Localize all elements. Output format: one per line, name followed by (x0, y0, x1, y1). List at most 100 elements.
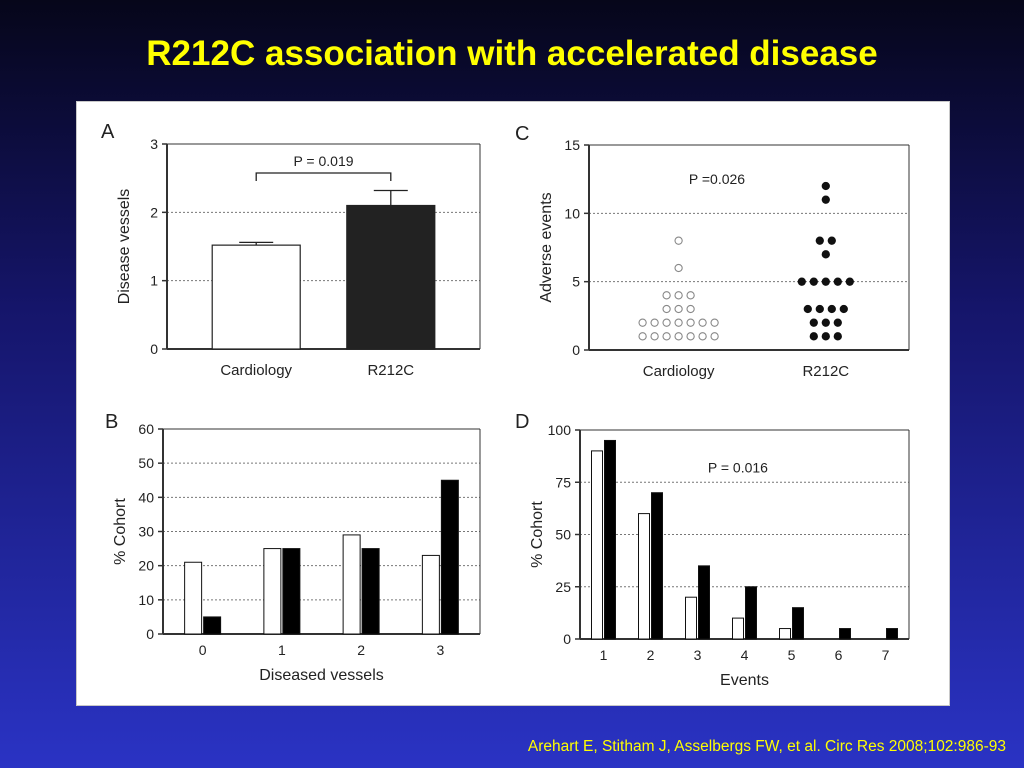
panel-c-point (686, 304, 695, 314)
panel-c-point (674, 263, 683, 273)
panel-b-letter: B (105, 411, 118, 433)
panel-c-point (674, 304, 683, 314)
panel-c-category-label: Cardiology (643, 363, 715, 380)
panel-c-point (839, 304, 848, 314)
panel-a-ytick-label: 1 (150, 273, 158, 289)
figure-svg: A 0 1 2 3 Disease vessels Cardiology R212C P = 0… (101, 121, 910, 689)
panel-d-letter: D (515, 411, 529, 433)
panel-c-point (821, 195, 830, 204)
panel-c-point (797, 277, 806, 286)
panel-b-bar (203, 616, 222, 635)
panel-d-category-label: 4 (741, 647, 749, 663)
panel-b-ytick-label: 40 (138, 489, 154, 505)
panel-c-point (638, 332, 647, 341)
panel-d-ytick-label: 100 (548, 422, 572, 438)
panel-b-bar (342, 534, 361, 635)
panel-d-category-label: 6 (835, 647, 843, 663)
panel-c-category-label: R212C (802, 363, 849, 380)
panel-c-point (698, 332, 707, 341)
panel-c-point (674, 332, 683, 341)
panel-c-ylabel: Adverse events (538, 192, 555, 302)
panel-a-ytick-label: 0 (150, 341, 158, 357)
panel-b-bar (184, 561, 203, 635)
panel-d-xlabel: Events (720, 672, 769, 689)
panel-d-bar (839, 628, 851, 640)
panel-c-ytick-label: 5 (572, 274, 580, 290)
panel-d-bar (792, 607, 804, 640)
panel-b-ytick-label: 20 (138, 558, 154, 574)
panel-c-point (815, 236, 824, 245)
panel-d-ytick-label: 25 (555, 579, 571, 595)
panel-c-point (821, 318, 830, 327)
panel-b-category-label: 1 (278, 642, 286, 658)
panel-c-ytick-label: 15 (564, 137, 580, 153)
panel-a-category-label: R212C (367, 362, 414, 379)
panel-c-annotation: P =0.026 (689, 171, 745, 187)
panel-c-point (686, 318, 695, 327)
panel-d-ylabel: % Cohort (529, 501, 546, 568)
panel-b-category-label: 0 (199, 642, 207, 658)
panel-c-point (650, 318, 659, 327)
panel-b-category-label: 3 (436, 642, 444, 658)
panel-c-point (833, 332, 842, 341)
panel-d-ytick-label: 75 (555, 474, 571, 490)
panel-c-point (833, 277, 842, 286)
panel-c-point (638, 318, 647, 327)
panel-b-ylabel: % Cohort (112, 498, 129, 565)
citation: Arehart E, Stitham J, Asselbergs FW, et … (527, 738, 1006, 755)
panel-a-letter: A (101, 121, 115, 143)
panel-d-annotation: P = 0.016 (708, 460, 768, 476)
panel-c-point (686, 332, 695, 341)
panel-c-point (815, 304, 824, 314)
panel-b-ytick-label: 0 (146, 626, 154, 642)
panel-b-bar (361, 548, 380, 635)
slide-title: R212C association with accelerated disea… (146, 34, 878, 73)
panel-a-ytick-label: 3 (150, 136, 158, 152)
panel-b-bar (282, 548, 301, 635)
panel-c-point (662, 291, 671, 300)
panel-d-category-label: 7 (882, 647, 890, 663)
panel-b-bar (440, 479, 459, 635)
panel-c-point (674, 318, 683, 327)
panel-c-point (686, 291, 695, 300)
panel-c-letter: C (515, 123, 529, 145)
panel-d-bar (638, 513, 650, 640)
figure-panel: A 0 1 2 3 Disease vessels Cardiology R212C P = 0… (76, 101, 950, 706)
panel-a-significance-bracket (255, 172, 392, 181)
panel-a-ytick-label: 2 (150, 204, 158, 220)
panel-c-point (821, 332, 830, 341)
panel-d-bar (886, 628, 898, 640)
panel-c-point (809, 332, 818, 341)
panel-c-point (803, 304, 812, 314)
panel-c-point (827, 236, 836, 245)
panel-c-point (821, 277, 830, 286)
panel-b-xlabel: Diseased vessels (259, 667, 384, 684)
panel-b-bar (263, 548, 282, 635)
panel-b-ytick-label: 10 (138, 592, 154, 608)
panel-d-category-label: 3 (694, 647, 702, 663)
panel-c-point (827, 304, 836, 314)
panel-a-bar (346, 204, 436, 350)
panel-c-point (710, 332, 719, 341)
panel-a-bar (211, 244, 301, 350)
panel-c-ytick-label: 10 (564, 205, 580, 221)
panel-c-point (809, 318, 818, 327)
panel-d-ytick-label: 50 (555, 527, 571, 543)
panel-d-ytick-label: 0 (563, 631, 571, 647)
panel-d-category-label: 5 (788, 647, 796, 663)
panel-c-point (698, 318, 707, 327)
panel-d-bar (591, 450, 603, 640)
panel-c-point (674, 291, 683, 300)
panel-c-point (809, 277, 818, 286)
panel-a-annotation: P = 0.019 (293, 153, 353, 169)
panel-d-category-label: 2 (647, 647, 655, 663)
panel-c-point (833, 318, 842, 327)
panel-c-point (821, 250, 830, 259)
panel-d-bar (685, 596, 697, 640)
panel-a-ylabel: Disease vessels (116, 189, 133, 305)
panel-b-ytick-label: 30 (138, 524, 154, 540)
panel-d-bar (779, 628, 791, 640)
panel-a-category-label: Cardiology (220, 362, 292, 379)
panel-b-ytick-label: 50 (138, 455, 154, 471)
panel-b-ytick-label: 60 (138, 421, 154, 437)
